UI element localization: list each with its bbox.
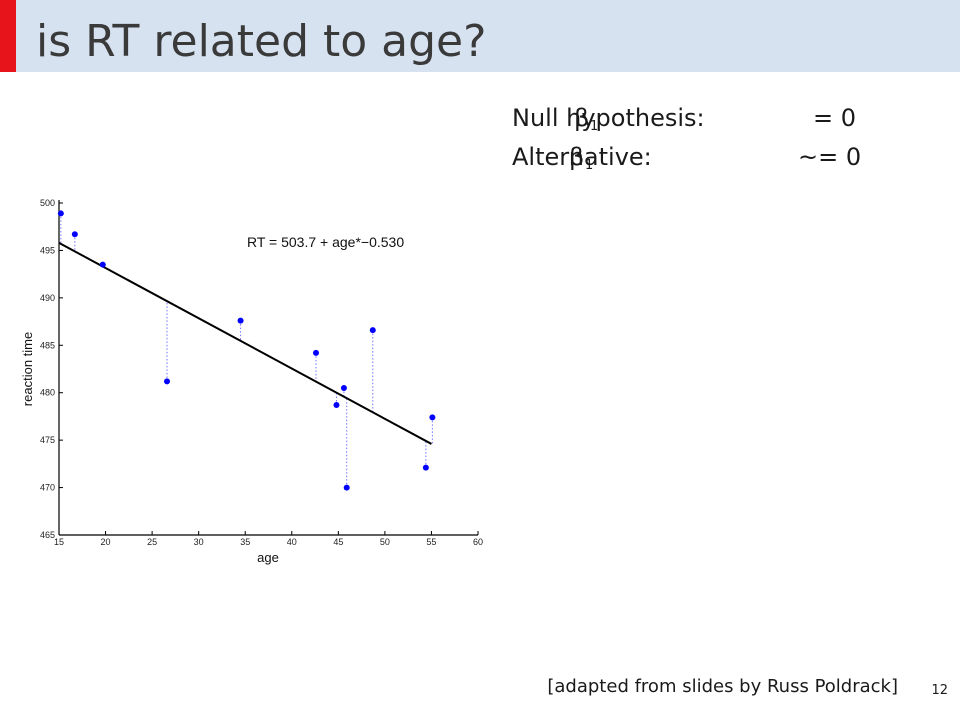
y-tick-label: 480: [40, 388, 55, 398]
y-tick-label: 470: [40, 483, 55, 493]
y-tick-label: 465: [40, 530, 55, 540]
data-point: [422, 464, 429, 471]
hypothesis-symbol: β: [569, 143, 584, 171]
header-accent: [0, 0, 16, 72]
x-tick-label: 15: [54, 537, 64, 547]
hypothesis-subscript: 1: [590, 119, 598, 134]
y-tick-label: 500: [40, 198, 55, 208]
x-tick-label: 45: [333, 537, 343, 547]
y-tick-label: 485: [40, 340, 55, 350]
y-tick-label: 475: [40, 435, 55, 445]
data-point: [237, 317, 244, 324]
source-note: [adapted from slides by Russ Poldrack]: [547, 676, 898, 697]
x-axis-label: age: [257, 550, 279, 565]
hypothesis-relation: = 0: [813, 104, 856, 132]
chart: RT = 503.7 + age*−0.530 age reaction tim…: [20, 198, 483, 565]
data-point: [429, 414, 436, 421]
hypothesis-label: Alternative:: [512, 143, 652, 171]
data-point: [333, 402, 340, 409]
data-point: [164, 378, 171, 385]
header-band: [0, 0, 960, 72]
data-point: [340, 384, 347, 391]
hypothesis-relation: ~= 0: [798, 143, 861, 171]
data-point: [369, 327, 376, 334]
x-tick-label: 50: [380, 537, 390, 547]
x-tick-label: 35: [240, 537, 250, 547]
hypothesis-label: Null hypothesis:: [512, 104, 705, 132]
annotation: RT = 503.7 + age*−0.530: [247, 234, 404, 250]
y-axis-label: reaction time: [20, 332, 35, 406]
hypothesis-symbol: β: [574, 104, 589, 132]
data-point: [57, 210, 64, 217]
hypothesis-subscript: 1: [585, 158, 593, 173]
x-tick-label: 30: [194, 537, 204, 547]
x-tick-label: 20: [101, 537, 111, 547]
page-number: 12: [931, 683, 948, 698]
data-point: [71, 231, 78, 238]
x-tick-label: 40: [287, 537, 297, 547]
data-point: [312, 349, 319, 356]
data-point: [343, 484, 350, 491]
fit-line: [58, 241, 432, 445]
slide-title: is RT related to age?: [36, 16, 486, 67]
x-tick-label: 60: [473, 537, 483, 547]
y-tick-label: 495: [40, 245, 55, 255]
y-tick-label: 490: [40, 293, 55, 303]
x-tick-label: 55: [426, 537, 436, 547]
x-tick-label: 25: [147, 537, 157, 547]
data-point: [99, 261, 106, 268]
hypotheses: Null hypothesis: β 1 = 0 Alternative: β …: [512, 104, 861, 173]
